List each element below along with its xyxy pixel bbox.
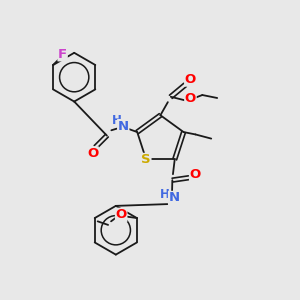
Text: O: O bbox=[190, 168, 201, 181]
Text: O: O bbox=[185, 92, 196, 105]
Text: S: S bbox=[141, 153, 151, 167]
Text: O: O bbox=[87, 147, 98, 160]
Text: H: H bbox=[112, 114, 122, 127]
Text: O: O bbox=[116, 208, 127, 221]
Text: N: N bbox=[169, 191, 180, 205]
Text: N: N bbox=[118, 120, 129, 133]
Text: F: F bbox=[58, 48, 67, 61]
Text: O: O bbox=[185, 73, 196, 86]
Text: H: H bbox=[160, 188, 170, 201]
